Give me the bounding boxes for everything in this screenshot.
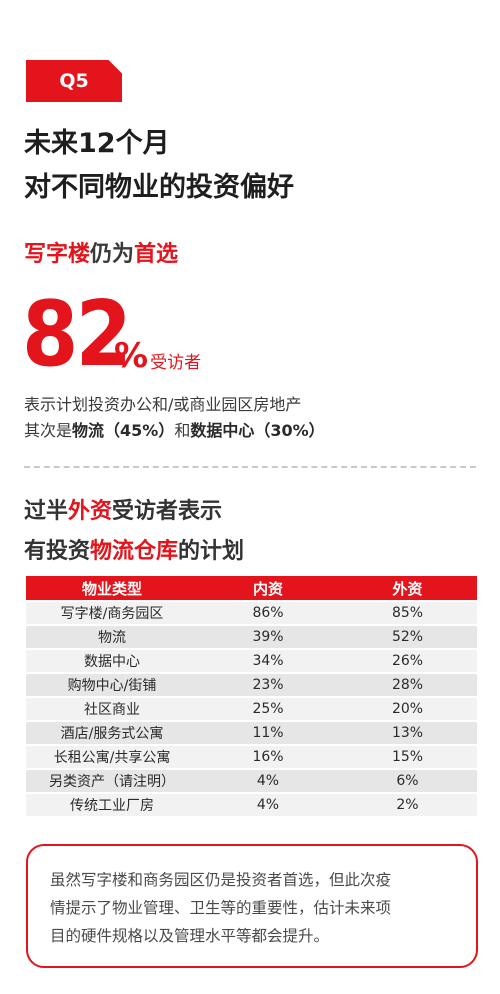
cell-type: 购物中心/街铺 [26, 673, 198, 698]
sec-text: 受访者表示 [112, 499, 223, 524]
cell-type: 社区商业 [26, 697, 198, 722]
cell-domestic: 4% [198, 793, 338, 818]
header-domestic: 内资 [198, 576, 338, 602]
table-row: 酒店/服务式公寓 11% 13% [26, 721, 477, 746]
header-foreign: 外资 [338, 576, 477, 602]
subhead-middle: 仍为 [90, 242, 135, 267]
table-row: 传统工业厂房 4% 2% [26, 793, 477, 818]
table-header-row: 物业类型 内资 外资 [26, 576, 477, 602]
table-row: 社区商业 25% 20% [26, 697, 477, 722]
subhead-highlight-office: 写字楼 [24, 242, 91, 267]
cell-domestic: 39% [198, 625, 338, 650]
cell-foreign: 28% [338, 673, 477, 698]
stat-value: 82 [22, 282, 132, 387]
page-title: 未来12个月 对不同物业的投资偏好 [24, 122, 294, 210]
cell-foreign: 13% [338, 721, 477, 746]
cell-domestic: 34% [198, 649, 338, 674]
desc-and: 和 [174, 421, 191, 440]
table-row: 另类资产（请注明） 4% 6% [26, 769, 477, 794]
note-line-1: 虽然写字楼和商务园区仍是投资者首选，但此次疫 [50, 871, 392, 889]
cell-foreign: 2% [338, 793, 477, 818]
section-heading: 过半外资受访者表示 有投资物流仓库的计划 [24, 492, 244, 572]
sec-highlight-foreign: 外资 [68, 499, 113, 524]
desc-logistics: 物流（45%） [72, 421, 175, 440]
cell-domestic: 16% [198, 745, 338, 770]
table-row: 物流 39% 52% [26, 625, 477, 650]
cell-type: 数据中心 [26, 649, 198, 674]
cell-domestic: 4% [198, 769, 338, 794]
cell-domestic: 86% [198, 601, 338, 626]
table-row: 数据中心 34% 26% [26, 649, 477, 674]
section-line-1: 过半外资受访者表示 [24, 492, 244, 532]
cell-type: 另类资产（请注明） [26, 769, 198, 794]
desc-line-1: 表示计划投资办公和/或商业园区房地产 [24, 395, 302, 414]
table-row: 写字楼/商务园区 86% 85% [26, 601, 477, 626]
cell-domestic: 11% [198, 721, 338, 746]
investment-preference-table: 物业类型 内资 外资 写字楼/商务园区 86% 85% 物流 39% 52% 数据中心 3… [26, 576, 477, 818]
note-line-3: 目的硬件规格以及管理水平等都会提升。 [50, 927, 330, 945]
cell-domestic: 25% [198, 697, 338, 722]
cell-foreign: 85% [338, 601, 477, 626]
cell-foreign: 52% [338, 625, 477, 650]
cell-type: 酒店/服务式公寓 [26, 721, 198, 746]
cell-type: 长租公寓/共享公寓 [26, 745, 198, 770]
stat-unit: 受访者 [150, 353, 202, 373]
title-line-2: 对不同物业的投资偏好 [24, 172, 294, 203]
sec-text: 有投资 [24, 539, 91, 564]
desc-datacenter: 数据中心（30%） [190, 421, 325, 440]
cell-foreign: 6% [338, 769, 477, 794]
header-property-type: 物业类型 [26, 576, 198, 602]
cell-type: 写字楼/商务园区 [26, 601, 198, 626]
cell-type: 物流 [26, 625, 198, 650]
desc-prefix: 其次是 [24, 421, 73, 440]
subheading: 写字楼仍为首选 [24, 236, 178, 268]
sec-highlight-logistics: 物流仓库 [90, 539, 179, 564]
note-line-2: 情提示了物业管理、卫生等的重要性，估计未来项 [50, 899, 392, 917]
dashed-divider [24, 466, 476, 468]
subhead-highlight-first: 首选 [134, 242, 179, 267]
title-line-1: 未来12个月 [24, 128, 170, 159]
cell-foreign: 15% [338, 745, 477, 770]
table-row: 购物中心/街铺 23% 28% [26, 673, 477, 698]
cell-foreign: 20% [338, 697, 477, 722]
sec-text: 过半 [24, 499, 69, 524]
table-row: 长租公寓/共享公寓 16% 15% [26, 745, 477, 770]
cell-type: 传统工业厂房 [26, 793, 198, 818]
cell-foreign: 26% [338, 649, 477, 674]
section-line-2: 有投资物流仓库的计划 [24, 532, 244, 572]
cell-domestic: 23% [198, 673, 338, 698]
question-badge: Q5 [26, 60, 122, 102]
sec-text: 的计划 [178, 539, 245, 564]
desc-line-2: 其次是物流（45%）和数据中心（30%） [24, 418, 325, 444]
stat-description: 表示计划投资办公和/或商业园区房地产 其次是物流（45%）和数据中心（30%） [24, 392, 325, 444]
key-statistic: 82 % 受访者 [22, 282, 202, 387]
stat-percent-sign: % [114, 336, 149, 376]
commentary-box: 虽然写字楼和商务园区仍是投资者首选，但此次疫 情提示了物业管理、卫生等的重要性，… [26, 844, 478, 968]
